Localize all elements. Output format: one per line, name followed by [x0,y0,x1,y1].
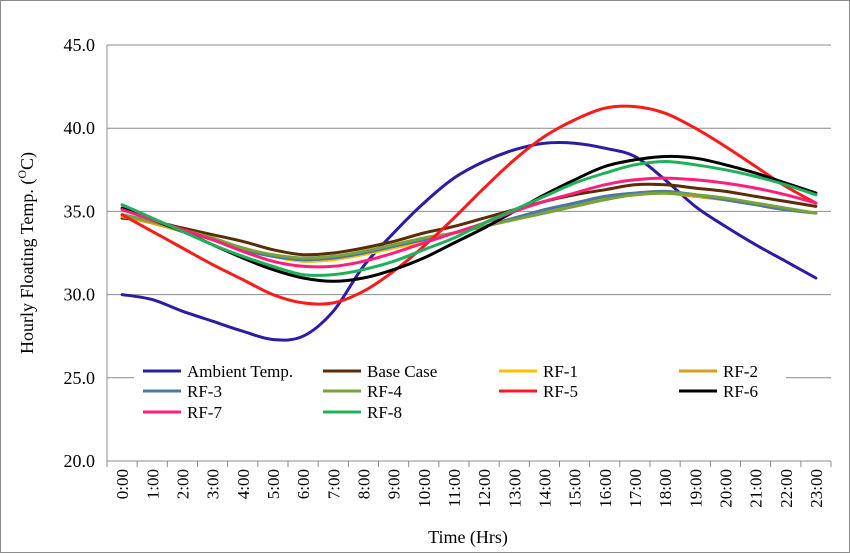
legend-label-rf-6: RF-6 [723,382,758,401]
y-axis-title-super: O [15,170,29,179]
y-axis-title-suffix: C) [17,152,38,170]
legend-label-base-case: Base Case [367,362,437,381]
y-tick-label: 45.0 [64,35,96,55]
x-tick-label: 9:00 [385,469,404,499]
series-line-rf-7 [120,176,818,269]
axes [106,45,832,467]
y-tick-labels: 20.0 25.0 30.0 35.0 40.0 45.0 [64,35,96,471]
legend-label-rf-1: RF-1 [543,362,578,381]
x-tick-label: 12:00 [475,469,494,508]
legend-label-rf-5: RF-5 [543,382,578,401]
y-axis-title-main: Hourly Floating Temp. ( [17,179,38,354]
x-tick-label: 16:00 [596,469,615,508]
gridlines [107,44,831,379]
x-tick-label: 15:00 [566,469,585,508]
series-line-rf-5 [120,104,818,306]
x-tick-label: 14:00 [535,469,554,508]
y-tick-label: 25.0 [64,368,96,388]
legend-label-rf-7: RF-7 [187,403,222,422]
x-tick-label: 2:00 [173,469,192,499]
y-tick-label: 30.0 [64,285,96,305]
series-lines [120,104,818,342]
x-tick-label: 10:00 [415,469,434,508]
y-tick-label: 40.0 [64,118,96,138]
x-tick-label: 11:00 [445,469,464,507]
x-tick-label: 8:00 [354,469,373,499]
x-tick-label: 23:00 [807,469,826,508]
x-tick-label: 19:00 [686,469,705,508]
x-tick-labels: 0:00 1:00 2:00 3:00 4:00 5:00 6:00 7:00 8:00 9:00… [113,469,826,508]
x-tick-label: 5:00 [264,469,283,499]
x-tick-label: 6:00 [294,469,313,499]
y-axis-title: Hourly Floating Temp. (OC) [15,152,38,354]
x-tick-label: 18:00 [656,469,675,508]
legend-box [134,356,786,429]
series-line-rf-8 [120,160,818,277]
legend-label-rf-4: RF-4 [367,382,402,401]
legend-label-ambient-temp: Ambient Temp. [187,362,293,381]
series-line-ambient-temp [120,140,818,342]
x-tick-label: 4:00 [234,469,253,499]
x-tick-label: 3:00 [204,469,223,499]
x-axis-title: Time (Hrs) [428,527,508,548]
x-tick-label: 20:00 [716,469,735,508]
x-tick-label: 21:00 [747,469,766,508]
x-tick-label: 13:00 [505,469,524,508]
x-tick-label: 0:00 [113,469,132,499]
x-tick-label: 1:00 [143,469,162,499]
legend-label-rf-2: RF-2 [723,362,758,381]
legend: Ambient Temp. Base Case RF-1 RF-2 RF-3 RF-4 RF… [134,356,786,429]
legend-label-rf-3: RF-3 [187,382,222,401]
series-line-base-case [120,182,818,257]
y-tick-label: 35.0 [64,201,96,221]
x-tick-label: 17:00 [626,469,645,508]
x-tick-label: 22:00 [777,469,796,508]
y-tick-label: 20.0 [64,451,96,471]
x-tick-label: 7:00 [324,469,343,499]
legend-label-rf-8: RF-8 [367,403,402,422]
